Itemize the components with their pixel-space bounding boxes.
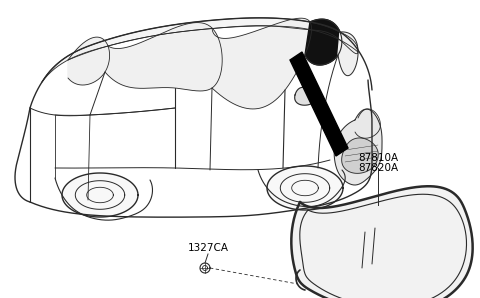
Polygon shape	[68, 37, 109, 85]
Polygon shape	[305, 19, 342, 65]
Polygon shape	[105, 23, 222, 91]
Polygon shape	[267, 166, 343, 210]
Polygon shape	[62, 173, 138, 217]
Text: 1327CA: 1327CA	[188, 243, 228, 253]
Polygon shape	[295, 87, 315, 105]
Text: 87820A: 87820A	[358, 163, 398, 173]
Polygon shape	[334, 109, 382, 185]
Polygon shape	[291, 186, 473, 298]
Text: 87810A: 87810A	[358, 153, 398, 163]
Polygon shape	[338, 32, 358, 76]
Polygon shape	[42, 18, 358, 82]
Polygon shape	[290, 52, 348, 156]
Polygon shape	[212, 18, 312, 109]
Polygon shape	[342, 138, 378, 173]
